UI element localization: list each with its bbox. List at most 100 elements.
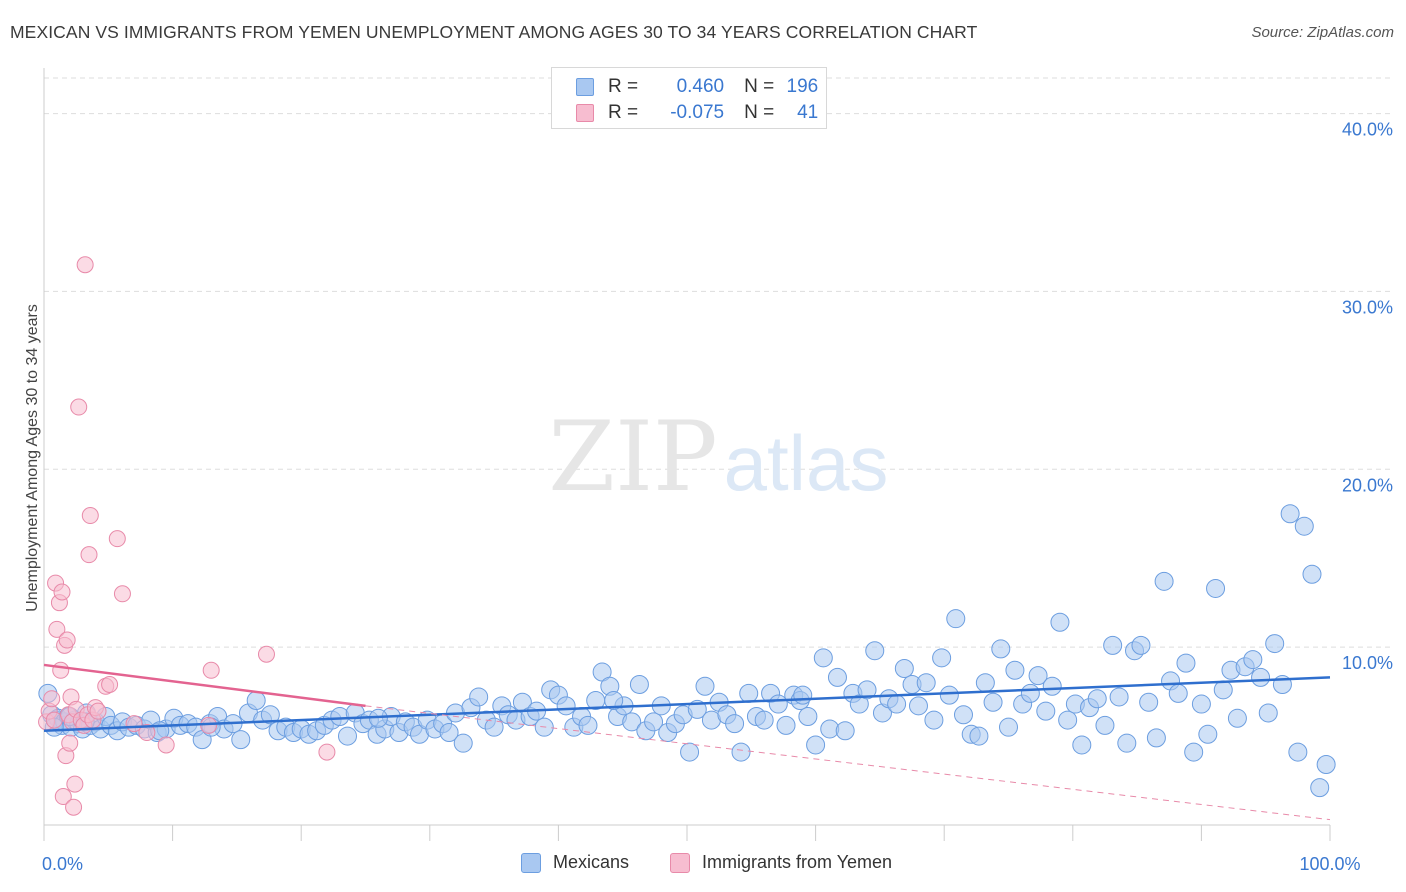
point-yemen	[138, 724, 156, 742]
point-mexicans	[644, 712, 664, 732]
point-mexicans	[999, 717, 1018, 737]
point-yemen	[200, 716, 218, 734]
point-mexicans	[1316, 755, 1336, 775]
point-mexicans	[1117, 733, 1137, 753]
point-mexicans	[835, 721, 855, 741]
point-mexicans	[604, 691, 624, 710]
watermark-zip: ZIP	[548, 401, 717, 513]
stats-legend: R = 0.460 N = 196 R = -0.075 N = 41	[551, 67, 827, 129]
y-axis-label: Unemployment Among Ages 30 to 34 years	[24, 304, 41, 612]
point-yemen	[80, 546, 98, 564]
point-mexicans	[969, 726, 989, 746]
point-mexicans	[1206, 578, 1226, 598]
point-mexicans	[1191, 694, 1211, 714]
grid-lines	[44, 77, 1392, 648]
legend-swatch-mexicans	[576, 78, 594, 96]
point-mexicans	[1095, 715, 1115, 735]
legend-item-mexicans[interactable]: Mexicans	[521, 852, 629, 873]
legend-n-value-yemen: 41	[797, 102, 819, 123]
point-mexicans	[680, 742, 700, 762]
point-mexicans	[975, 673, 995, 693]
point-mexicans	[793, 685, 813, 705]
point-mexicans	[916, 673, 936, 693]
point-mexicans	[1213, 680, 1233, 700]
point-mexicans	[1154, 571, 1174, 591]
point-mexicans	[1072, 735, 1092, 755]
legend-r-label: R =	[608, 102, 639, 123]
point-mexicans	[1168, 683, 1188, 703]
point-mexicans	[1198, 724, 1218, 744]
legend-swatch-mexicans	[521, 852, 541, 873]
y-tick-label: 40.0%	[1342, 120, 1393, 140]
point-mexicans	[578, 715, 598, 735]
legend-item-yemen[interactable]: Immigrants from Yemen	[670, 852, 892, 873]
point-mexicans	[246, 691, 266, 710]
legend-n-label: N =	[744, 102, 775, 123]
point-mexicans	[1243, 650, 1263, 670]
point-yemen	[81, 507, 99, 525]
trend-line-mexicans	[43, 676, 1331, 732]
point-yemen	[76, 256, 94, 274]
point-mexicans	[1042, 676, 1062, 696]
point-mexicans	[1131, 635, 1151, 655]
legend-n-value-mexicans: 196	[786, 76, 819, 97]
point-mexicans	[894, 658, 914, 678]
point-mexicans	[1058, 710, 1078, 730]
point-mexicans	[924, 710, 944, 730]
point-yemen	[202, 661, 220, 679]
point-mexicans	[887, 694, 907, 714]
watermark-atlas: atlas	[724, 419, 889, 507]
point-mexicans	[1109, 687, 1129, 707]
point-mexicans	[813, 648, 833, 668]
chart-title: MEXICAN VS IMMIGRANTS FROM YEMEN UNEMPLO…	[10, 22, 978, 42]
point-mexicans	[469, 687, 489, 707]
point-yemen	[101, 675, 119, 693]
point-mexicans	[739, 683, 759, 703]
point-mexicans	[1227, 708, 1247, 728]
point-yemen	[113, 585, 131, 603]
series-yemen-points	[38, 256, 336, 816]
point-mexicans	[1103, 635, 1123, 655]
point-mexicans	[231, 730, 251, 750]
tick-labels: 10.0% 20.0% 30.0% 40.0% 0.0% 100.0%	[42, 120, 1393, 874]
y-tick-label: 30.0%	[1342, 297, 1393, 317]
point-mexicans	[1265, 634, 1285, 654]
point-mexicans	[1280, 504, 1300, 524]
point-yemen	[66, 775, 84, 793]
point-mexicans	[1139, 692, 1159, 712]
point-mexicans	[1028, 666, 1048, 686]
trend-line-yemen	[43, 663, 366, 708]
point-mexicans	[1146, 728, 1166, 748]
point-mexicans	[629, 674, 649, 694]
chart-source: Source: ZipAtlas.com	[1251, 24, 1394, 41]
point-mexicans	[991, 639, 1011, 659]
trend-lines	[43, 663, 1331, 821]
point-yemen	[43, 690, 61, 708]
legend-r-label: R =	[608, 76, 639, 97]
point-mexicans	[946, 609, 966, 629]
point-mexicans	[439, 723, 459, 743]
legend-n-label: N =	[744, 76, 775, 97]
point-yemen	[45, 711, 63, 729]
point-yemen	[89, 702, 107, 720]
point-mexicans	[939, 685, 959, 705]
point-yemen	[70, 398, 88, 416]
legend-label-mexicans: Mexicans	[553, 852, 630, 872]
point-mexicans	[622, 712, 642, 732]
point-mexicans	[725, 714, 745, 734]
point-yemen	[318, 743, 336, 761]
legend-label-yemen: Immigrants from Yemen	[702, 852, 893, 872]
point-mexicans	[1184, 742, 1204, 762]
point-mexicans	[556, 696, 576, 716]
point-mexicans	[1288, 742, 1308, 762]
point-mexicans	[857, 680, 877, 700]
point-mexicans	[983, 692, 1003, 712]
point-mexicans	[806, 735, 826, 755]
point-mexicans	[1258, 703, 1278, 723]
point-yemen	[108, 530, 126, 548]
point-mexicans	[1251, 667, 1271, 687]
point-mexicans	[1005, 660, 1025, 680]
legend-swatch-yemen	[670, 852, 690, 873]
point-mexicans	[260, 705, 280, 725]
point-mexicans	[798, 707, 818, 727]
